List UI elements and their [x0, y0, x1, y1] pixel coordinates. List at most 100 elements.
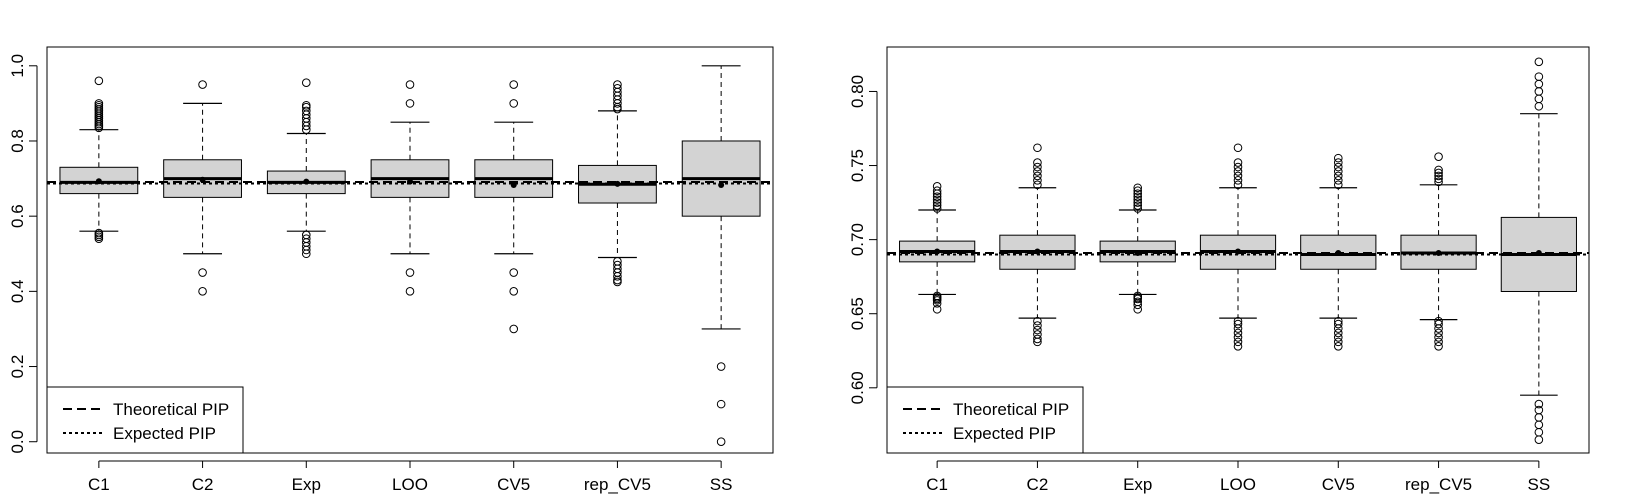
- outlier-point: [1333, 171, 1343, 181]
- y-tick-label: 0.6: [8, 204, 27, 228]
- outlier-point: [1033, 316, 1042, 326]
- outlier-point: [613, 260, 622, 270]
- plot-frame: [886, 46, 1590, 454]
- outlier-point: [1233, 176, 1243, 185]
- outlier-point: [1534, 87, 1544, 96]
- outlier-point: [1534, 405, 1544, 415]
- outlier-point: [1233, 328, 1243, 338]
- left-boxplot-panel: 0.0 0.2 0.4 0.6 0.8 1.0 C1 C2 Exp LOO CV5 rep_CV5 SS…: [8, 46, 774, 494]
- outlier-point: [1133, 297, 1143, 307]
- box-exp: [1099, 183, 1176, 314]
- outlier-point: [1434, 152, 1443, 161]
- mean-point: [1335, 249, 1342, 256]
- box-ss: [681, 65, 761, 447]
- outlier-point: [198, 287, 207, 296]
- x-tick-label-c2: C2: [192, 475, 214, 494]
- outlier-point: [509, 80, 519, 89]
- box-exp: [266, 78, 346, 259]
- outlier-point: [932, 198, 942, 207]
- y-tick-label: 0.2: [8, 355, 27, 379]
- box-c2: [163, 80, 242, 296]
- outlier-point: [94, 99, 104, 108]
- x-tick-label-rep-cv5: rep_CV5: [584, 475, 651, 494]
- outlier-point: [1033, 176, 1042, 185]
- mean-point: [1034, 248, 1041, 255]
- outlier-point: [1534, 79, 1544, 89]
- outlier-point: [1133, 195, 1143, 204]
- y-tick-label: 0.4: [8, 280, 27, 304]
- legend-label: Expected PIP: [113, 424, 216, 443]
- x-tick-label-exp: Exp: [292, 475, 321, 494]
- outlier-point: [1233, 143, 1243, 153]
- outlier-point: [301, 100, 311, 110]
- x-tick-label-loo: LOO: [392, 475, 428, 494]
- outlier-point: [94, 228, 104, 238]
- outlier-point: [1333, 158, 1343, 167]
- outlier-point: [1534, 420, 1544, 430]
- outlier-point: [613, 84, 622, 93]
- outlier-point: [716, 399, 726, 409]
- right-boxplot-panel: 0.60 0.65 0.70 0.75 0.80 C1 C2 Exp LOO CV5 rep_CV5…: [848, 46, 1590, 494]
- outlier-point: [1333, 176, 1343, 185]
- x-tick-label-ss: SS: [1528, 475, 1551, 494]
- outlier-point: [1233, 324, 1243, 333]
- outlier-point: [1033, 171, 1042, 181]
- outlier-point: [1233, 162, 1243, 172]
- box-c1: [899, 181, 976, 314]
- outlier-point: [932, 186, 942, 196]
- y-tick-label: 0.75: [848, 149, 867, 182]
- outlier-point: [1434, 316, 1443, 326]
- outlier-point: [716, 437, 726, 447]
- outlier-point: [405, 287, 415, 296]
- outlier-point: [1534, 399, 1544, 409]
- mean-point: [718, 181, 725, 188]
- outlier-point: [1033, 162, 1042, 172]
- outlier-point: [1133, 201, 1143, 210]
- mean-point: [1435, 249, 1442, 256]
- mean-point: [407, 178, 413, 185]
- outlier-point: [1434, 337, 1443, 347]
- outlier-point: [1434, 333, 1443, 342]
- x-tick-label-cv5: CV5: [497, 475, 530, 494]
- outlier-point: [405, 80, 415, 89]
- outlier-point: [932, 192, 942, 201]
- outlier-point: [509, 268, 519, 277]
- outlier-point: [932, 201, 942, 210]
- y-tick-label: 0.0: [8, 430, 27, 454]
- outlier-point: [1133, 189, 1143, 198]
- outlier-point: [1434, 168, 1443, 178]
- outlier-point: [1033, 158, 1042, 167]
- mean-point: [614, 180, 621, 187]
- outlier-point: [1033, 321, 1042, 330]
- outlier-point: [613, 80, 622, 89]
- outlier-point: [1434, 319, 1443, 329]
- outlier-point: [405, 99, 415, 108]
- outlier-point: [1233, 333, 1243, 342]
- y-tick-label: 0.8: [8, 129, 27, 153]
- legend-box: [886, 386, 1084, 454]
- x-tick-label-c1: C1: [88, 475, 110, 494]
- outlier-point: [509, 324, 519, 334]
- legend-label: Theoretical PIP: [113, 400, 229, 419]
- outlier-point: [1033, 167, 1042, 176]
- mean-point: [1535, 249, 1542, 256]
- legend-box: [46, 386, 244, 454]
- plot-frame: [46, 46, 774, 454]
- box-c1: [59, 76, 139, 244]
- mean-point: [1134, 249, 1141, 256]
- outlier-point: [301, 106, 311, 116]
- mean-point: [1235, 248, 1241, 255]
- outlier-point: [1233, 180, 1243, 190]
- outlier-point: [1333, 324, 1343, 333]
- outlier-point: [1434, 342, 1443, 351]
- outlier-point: [1534, 57, 1544, 67]
- x-tick-label-c2: C2: [1027, 475, 1049, 494]
- legend: Theoretical PIP Expected PIP: [886, 386, 1084, 454]
- outlier-point: [1133, 186, 1143, 196]
- outlier-point: [1434, 174, 1443, 184]
- outlier-point: [1333, 180, 1343, 190]
- outlier-point: [509, 99, 519, 108]
- outlier-point: [198, 268, 207, 277]
- y-tick-label: 1.0: [8, 54, 27, 78]
- outlier-point: [1333, 328, 1343, 338]
